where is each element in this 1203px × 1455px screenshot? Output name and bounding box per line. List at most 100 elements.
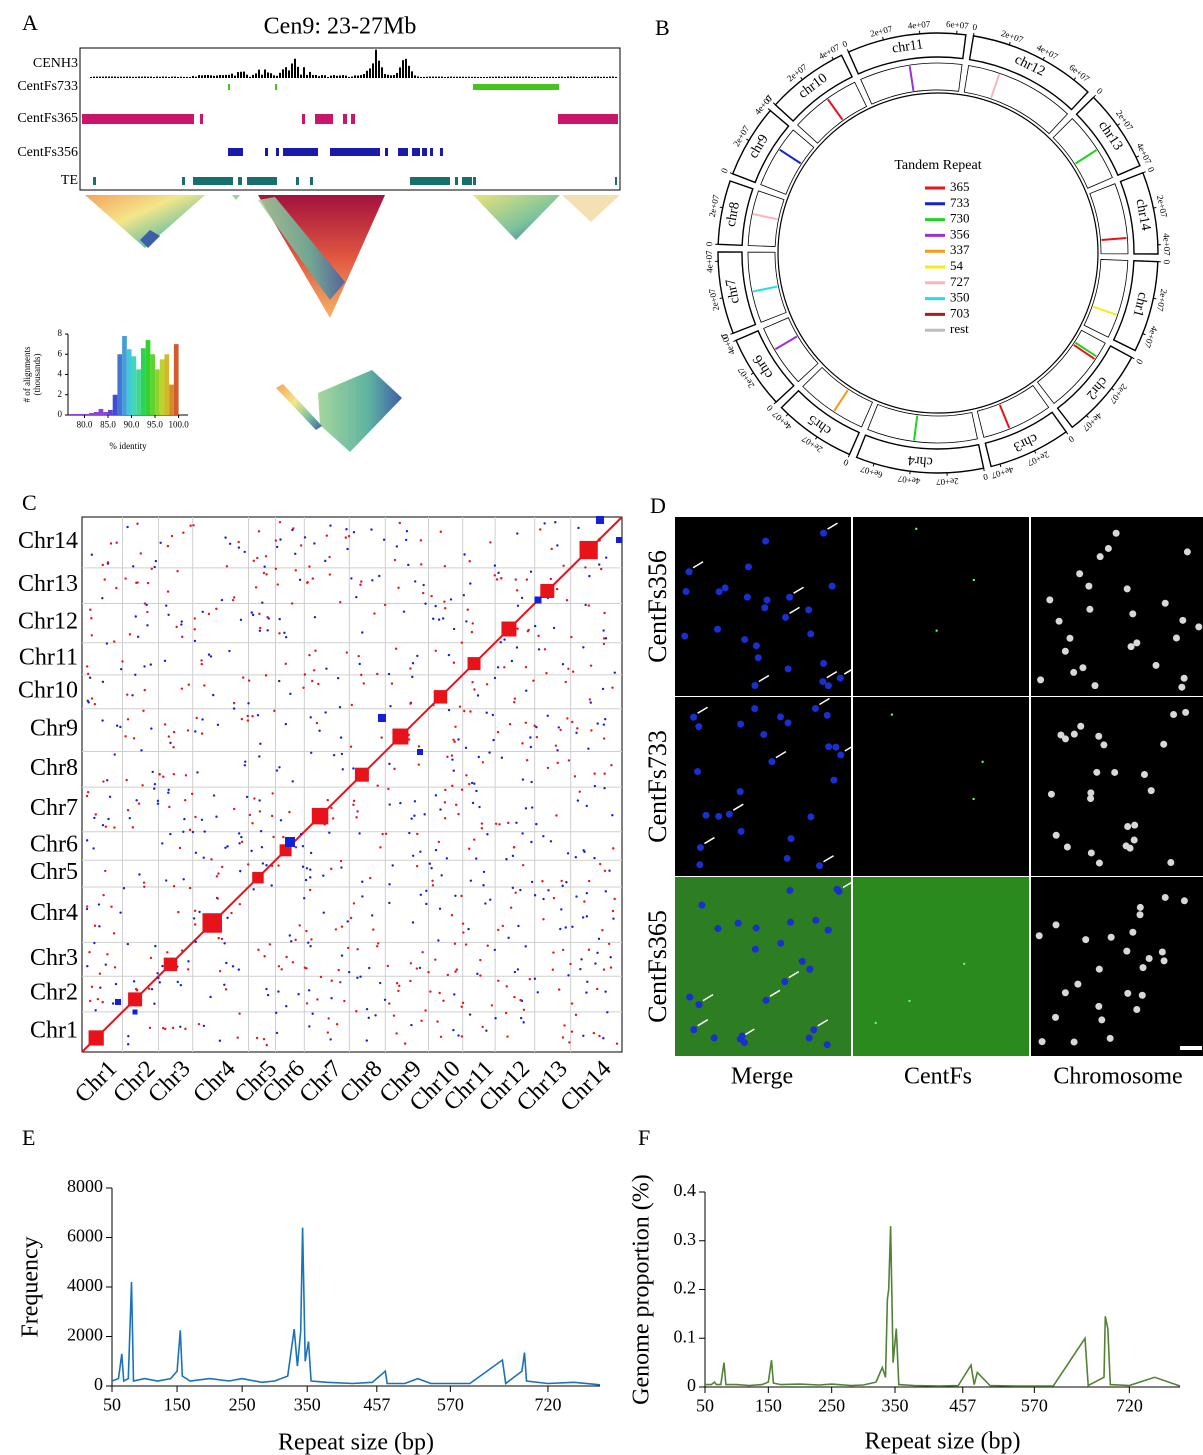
dotplot-dot	[328, 555, 331, 559]
dotplot-dot	[182, 531, 185, 534]
dotplot-dot	[563, 1024, 566, 1027]
dotplot-dot	[561, 663, 565, 666]
dotplot-dot	[202, 856, 205, 859]
dotplot-dot	[297, 993, 300, 996]
dotplot-dot	[215, 875, 219, 878]
dotplot-dot	[161, 964, 164, 968]
dotplot-dot	[184, 1027, 187, 1031]
dotplot-dot	[498, 823, 501, 826]
dotplot-dot	[594, 962, 597, 965]
track-segment	[462, 177, 472, 185]
dotplot-dot	[93, 816, 96, 820]
dotplot-dot	[546, 766, 550, 770]
dotplot-dot	[236, 1036, 239, 1039]
histogram-bar	[126, 349, 132, 415]
circos-tick	[1153, 207, 1157, 209]
dotplot-dot	[525, 758, 529, 762]
dotplot-dot	[163, 659, 167, 663]
cenh3-bar	[186, 76, 188, 78]
dotplot-dot	[143, 665, 146, 668]
dotplot-dot	[330, 979, 333, 982]
arrow	[843, 667, 855, 675]
y-chromosome-label: Chr8	[30, 755, 78, 781]
row-label: CentFs365	[643, 910, 672, 1023]
dotplot-dot	[562, 564, 565, 567]
chromosome-spot	[741, 1039, 749, 1047]
chromosome-spot	[1095, 859, 1103, 867]
dotplot-dot	[278, 617, 281, 621]
dotplot-dot	[556, 761, 559, 765]
chromosome-spot	[1131, 821, 1139, 829]
dotplot-dot	[298, 578, 302, 582]
dotplot-dot	[245, 795, 249, 799]
chromosome-spot	[1123, 585, 1131, 593]
dotplot-dot	[246, 714, 249, 718]
chromosome-spot	[1061, 735, 1069, 743]
dotplot-dot	[365, 1039, 368, 1042]
dotplot-dot	[529, 745, 533, 749]
dotplot-dot	[493, 574, 497, 577]
circos-tick	[785, 413, 789, 417]
dotplot-blob	[285, 837, 295, 847]
dotplot-dot	[275, 1031, 279, 1035]
cenh3-bar	[324, 75, 326, 78]
cenh3-bar	[603, 76, 605, 78]
micrograph	[1031, 697, 1203, 876]
dotplot-dot	[115, 586, 118, 590]
dotplot-dot	[230, 911, 233, 915]
circos-tick	[847, 454, 850, 458]
dotplot-dot	[468, 1013, 472, 1016]
dotplot-dot	[248, 813, 252, 817]
chromosome-spot	[1160, 957, 1168, 965]
dotplot-dot	[434, 604, 437, 608]
dotplot-dot	[126, 942, 130, 946]
dotplot-dot	[86, 672, 90, 676]
dotplot-dot	[90, 617, 93, 620]
dotplot-dot	[345, 651, 348, 654]
histogram-bar	[108, 409, 113, 415]
cenh3-bar	[339, 75, 341, 78]
dotplot-dot	[124, 577, 127, 580]
histogram-bar	[79, 413, 85, 415]
dotplot-dot	[184, 798, 187, 802]
y-tick-label: 4	[58, 369, 63, 379]
dotplot-dot	[579, 967, 582, 971]
dotplot-dot	[308, 1025, 311, 1028]
dotplot-dot	[256, 556, 259, 560]
dotplot-dot	[251, 822, 254, 825]
dotplot-dot	[533, 977, 537, 980]
dotplot-dot	[220, 598, 224, 602]
dotplot-dot	[443, 600, 446, 603]
chromosome-label: chr4	[907, 452, 933, 469]
dotplot-dot	[388, 1002, 391, 1005]
chromosome-track	[1083, 259, 1129, 338]
dotplot-dot	[580, 958, 583, 961]
dotplot-dot	[493, 948, 497, 952]
circos-tick	[815, 436, 818, 440]
dotplot-dot	[114, 982, 118, 986]
dotplot-dot	[154, 559, 158, 563]
cenh3-bar	[393, 75, 395, 78]
dotplot-dot	[387, 787, 390, 791]
cenh3-bar	[126, 76, 128, 78]
micrographs	[675, 517, 1203, 1056]
dotplot-dot	[350, 703, 354, 707]
chromosome-spot	[1063, 843, 1071, 851]
arrow	[743, 1028, 755, 1036]
dotplot-dot	[468, 847, 471, 850]
dotplot-dot	[524, 721, 528, 724]
track-segment	[247, 177, 277, 185]
chromosome-spot	[807, 813, 815, 821]
track-segment	[228, 84, 230, 90]
cenh3-bar	[465, 76, 467, 78]
cenh3-bar	[90, 76, 92, 78]
dotplot-dot	[207, 612, 211, 616]
dotplot-dot	[232, 707, 236, 710]
dotplot-dot	[533, 894, 537, 897]
dotplot-dot	[212, 693, 215, 697]
x-tick-label: 50	[696, 1396, 714, 1416]
dotplot-dot	[167, 791, 170, 794]
chromosome-spot	[1057, 731, 1065, 739]
cenh3-bar	[321, 75, 323, 78]
dotplot-dot	[497, 979, 500, 982]
